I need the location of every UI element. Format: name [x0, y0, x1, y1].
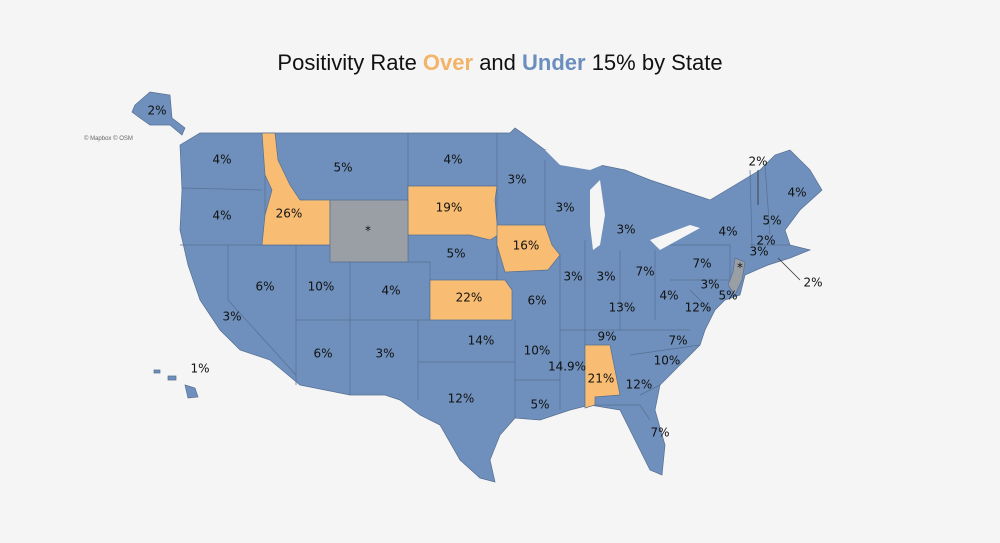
state-value-label: 5%	[718, 289, 737, 303]
state-value-label: 21%	[588, 372, 615, 386]
state-value-label: 2%	[756, 234, 775, 248]
state-value-label: 5%	[446, 247, 465, 261]
state-value-label: 3%	[700, 278, 719, 292]
state-value-label: 26%	[276, 207, 303, 221]
state-value-label: 4%	[443, 153, 462, 167]
title-text: and	[473, 50, 523, 75]
state-value-label: 3%	[596, 270, 615, 284]
state-value-label: 6%	[527, 294, 546, 308]
state-alabama[interactable]	[584, 344, 621, 409]
hawaii-island[interactable]	[153, 369, 161, 374]
state-value-label: 5%	[530, 398, 549, 412]
state-value-label: 7%	[692, 257, 711, 271]
lake-erie	[650, 225, 700, 250]
state-value-label: 22%	[456, 291, 483, 305]
state-value-label: 3%	[616, 223, 635, 237]
callouts	[757, 170, 801, 281]
state-value-label: 5%	[333, 161, 352, 175]
title-text: Positivity Rate	[277, 50, 423, 75]
lake-superior	[545, 150, 610, 170]
state-value-label: 2%	[147, 104, 166, 118]
state-value-label: 4%	[212, 209, 231, 223]
state-value-label: 3%	[555, 201, 574, 215]
state-value-label: 3%	[375, 347, 394, 361]
state-value-label: 7%	[635, 265, 654, 279]
state-wyoming[interactable]	[329, 199, 409, 263]
state-value-label: 7%	[668, 334, 687, 348]
state-borders	[180, 133, 790, 421]
state-value-label: 12%	[685, 301, 712, 315]
state-new-jersey[interactable]	[727, 257, 746, 296]
state-value-label: 10%	[308, 280, 335, 294]
state-value-label: 3%	[222, 310, 241, 324]
state-value-label: 12%	[448, 392, 475, 406]
alaska[interactable]	[131, 91, 186, 136]
lake-michigan	[590, 180, 605, 250]
state-value-label: 14%	[468, 334, 495, 348]
state-value-label: 7%	[650, 426, 669, 440]
state-iowa[interactable]	[496, 224, 561, 273]
map-title: Positivity Rate Over and Under 15% by St…	[0, 50, 1000, 76]
title-text: 15% by State	[585, 50, 723, 75]
state-value-label: 9%	[597, 330, 616, 344]
state-value-label: 3%	[507, 173, 526, 187]
state-value-label: 6%	[255, 280, 274, 294]
state-value-label: 14.9%	[548, 360, 586, 374]
state-value-label: 2%	[803, 276, 822, 290]
state-value-label: 4%	[718, 225, 737, 239]
state-value-label: 1%	[190, 362, 209, 376]
title-under: Under	[522, 50, 586, 75]
state-value-label: 16%	[513, 239, 540, 253]
state-value-label: 4%	[787, 186, 806, 200]
state-value-label: *	[365, 224, 371, 238]
state-value-label: 10%	[524, 344, 551, 358]
state-kansas[interactable]	[429, 279, 513, 321]
map-attribution: © Mapbox © OSM	[84, 136, 133, 142]
state-value-label: 10%	[654, 354, 681, 368]
state-value-label: 5%	[762, 214, 781, 228]
state-value-label: 19%	[436, 201, 463, 215]
state-value-label: 3%	[749, 245, 768, 259]
state-value-label: 6%	[313, 347, 332, 361]
state-value-label: *	[737, 261, 743, 275]
hawaii[interactable]	[184, 384, 199, 399]
hawaii-island[interactable]	[167, 375, 177, 381]
state-value-label: 3%	[563, 270, 582, 284]
state-value-label: 13%	[609, 301, 636, 315]
title-over: Over	[422, 50, 474, 75]
state-value-label: 2%	[748, 155, 767, 169]
state-south-dakota[interactable]	[407, 185, 499, 241]
state-value-label: 4%	[212, 153, 231, 167]
state-value-label: 12%	[626, 378, 653, 392]
state-value-label: 4%	[381, 284, 400, 298]
state-value-label: 4%	[659, 289, 678, 303]
